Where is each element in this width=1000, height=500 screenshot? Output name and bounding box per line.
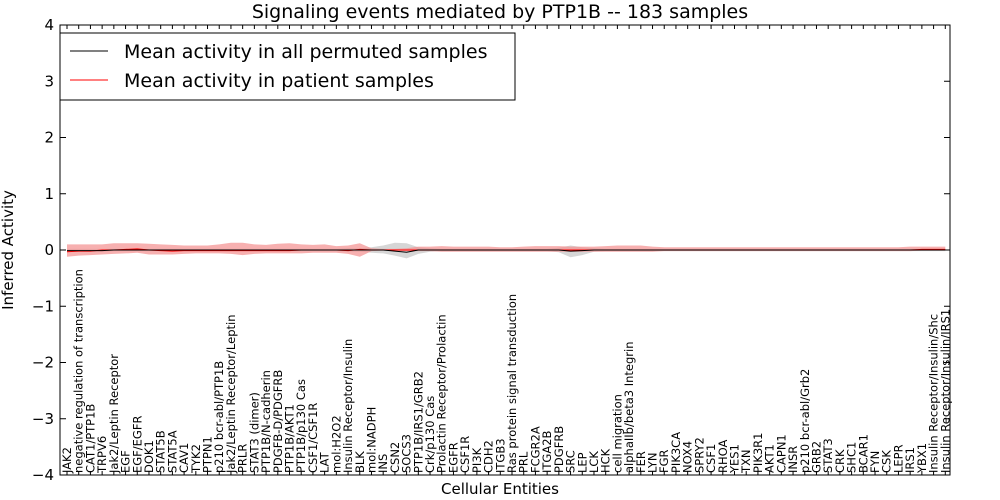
x-category-label: TRPV6 xyxy=(95,436,109,474)
x-category-label: IRS1 xyxy=(903,447,917,473)
x-category-label: PDGFRB xyxy=(552,426,566,473)
x-category-label: CSF1/CSF1R xyxy=(306,403,320,473)
y-tick-label: 1 xyxy=(44,185,54,203)
x-category-label: LEP xyxy=(575,452,589,473)
x-category-label: FGR xyxy=(657,449,671,473)
y-axis: −4 −3 −2 −1 0 1 2 3 4 xyxy=(32,16,950,484)
x-category-label: mol:NADPH xyxy=(365,407,379,473)
series-line-permuted xyxy=(67,249,946,253)
x-category-label: AKT1 xyxy=(763,444,777,473)
x-category-label: SPRY2 xyxy=(692,437,706,473)
x-category-label: PTP1B/IRS1/GRB2 xyxy=(411,371,425,473)
x-axis-title: Cellular Entities xyxy=(441,480,559,498)
y-tick-label: 4 xyxy=(44,16,54,34)
y-axis-title: Inferred Activity xyxy=(0,190,17,310)
x-category-label: CRK xyxy=(833,449,847,473)
y-tick-label: 0 xyxy=(44,241,54,259)
x-category-label: CSK xyxy=(880,450,894,473)
x-category-label: PIK3R1 xyxy=(751,433,765,474)
x-category-label: p210 bcr-abl/PTP1B xyxy=(212,361,226,473)
x-category-label: LYN xyxy=(646,452,660,473)
series-lines xyxy=(66,248,946,253)
x-category-label: HCK xyxy=(599,448,613,473)
x-category-label: LCK xyxy=(587,451,601,473)
x-category-label: EGF xyxy=(119,450,133,473)
x-category-label: ITGA2B xyxy=(540,430,554,473)
x-category-label: FCGR2A xyxy=(528,426,542,473)
x-category-label: BLK xyxy=(353,451,367,473)
x-category-label: STAT5A xyxy=(165,430,179,473)
x-category-label: PTP1B/N-cadherin xyxy=(259,370,273,473)
x-category-label: NOX4 xyxy=(681,441,695,473)
x-category-label: PDGFB-D/PDGFRB xyxy=(271,370,285,473)
x-category-label: CDH2 xyxy=(482,440,496,473)
x-category-label: LAT xyxy=(318,451,332,473)
x-category-label: YBX1 xyxy=(915,443,929,474)
x-category-label: STAT3 xyxy=(821,438,835,473)
x-category-label: TYK2 xyxy=(189,444,203,474)
y-tick-label: −1 xyxy=(32,297,54,315)
x-category-label: SHC1 xyxy=(845,442,859,473)
x-category-label: PRL xyxy=(517,451,531,473)
x-category-label: Jak2/Leptin Receptor xyxy=(107,354,121,474)
x-category-label: PI3K xyxy=(470,447,484,473)
x-category-label: STAT5B xyxy=(154,430,168,473)
x-category-label: Insulin Receptor/Insulin/IRS1 xyxy=(938,309,952,473)
x-category-label: cell migration xyxy=(610,394,624,473)
legend-label: Mean activity in patient samples xyxy=(124,70,434,92)
x-category-label: CSN2 xyxy=(388,442,402,473)
x-category-label: mol:H2O2 xyxy=(329,415,343,473)
x-category-label: LEPR xyxy=(891,444,905,473)
x-category-label: CAV1 xyxy=(177,443,191,473)
x-category-label: INSR xyxy=(786,446,800,473)
chart-title: Signaling events mediated by PTP1B -- 18… xyxy=(252,1,748,23)
x-category-label: INS xyxy=(376,454,390,473)
x-category-label: PIK3CA xyxy=(669,432,683,473)
x-category-label: SOCS3 xyxy=(400,434,414,473)
y-tick-label: 2 xyxy=(44,129,54,147)
x-category-label: Jak2/Leptin Receptor/Leptin xyxy=(224,315,238,474)
x-category-label: Insulin Receptor/Insulin xyxy=(341,339,355,473)
y-tick-label: −2 xyxy=(32,354,54,372)
y-tick-label: −3 xyxy=(32,410,54,428)
legend-label: Mean activity in all permuted samples xyxy=(124,41,487,63)
x-category-label: alphaIIb/beta3 Integrin xyxy=(622,341,636,473)
x-category-label: SRC xyxy=(564,450,578,473)
x-category-label: PRLR xyxy=(236,444,250,473)
x-category-label: Ras protein signal transduction xyxy=(505,294,519,473)
x-category-label: CSF1 xyxy=(704,444,718,473)
x-category-label: FER xyxy=(634,451,648,473)
x-category-label: Crk/p130 Cas xyxy=(423,396,437,473)
x-category-label: Insulin Receptor/Insulin/Shc xyxy=(927,314,941,473)
x-category-label: TXN xyxy=(739,449,753,474)
x-category-label: FYN xyxy=(868,451,882,473)
x-category-label: YES1 xyxy=(728,444,742,474)
x-category-label: Prolactin Receptor/Prolactin xyxy=(435,314,449,473)
x-category-label: BCAR1 xyxy=(856,434,870,473)
x-category-label: JAK2 xyxy=(60,447,74,474)
x-category-label: EGF/EGFR xyxy=(130,416,144,473)
x-category-label: negative regulation of transcription xyxy=(72,269,86,473)
x-category-label: PTP1B/AKT1 xyxy=(283,404,297,473)
y-tick-label: 3 xyxy=(44,72,54,90)
legend: Mean activity in all permuted samples Mea… xyxy=(59,32,516,101)
x-category-label: CSF1R xyxy=(458,436,472,473)
x-category-label: RHOA xyxy=(716,440,730,473)
x-category-label: p210 bcr-abl/Grb2 xyxy=(798,369,812,473)
x-category-label: DOK1 xyxy=(142,440,156,473)
legend-box xyxy=(59,32,516,101)
x-category-label: GRB2 xyxy=(810,441,824,473)
y-tick-label: −4 xyxy=(32,466,54,484)
x-category-label: CAT1/PTP1B xyxy=(83,404,97,473)
x-category-label: CAPN1 xyxy=(774,434,788,473)
x-category-label: PTP1B/p130 Cas xyxy=(294,379,308,473)
x-category-label: STAT3 (dimer) xyxy=(247,392,261,473)
x-category-label: ITGB3 xyxy=(493,438,507,473)
x-category-label: PTPN1 xyxy=(201,436,215,473)
x-category-label: EGFR xyxy=(446,442,460,473)
